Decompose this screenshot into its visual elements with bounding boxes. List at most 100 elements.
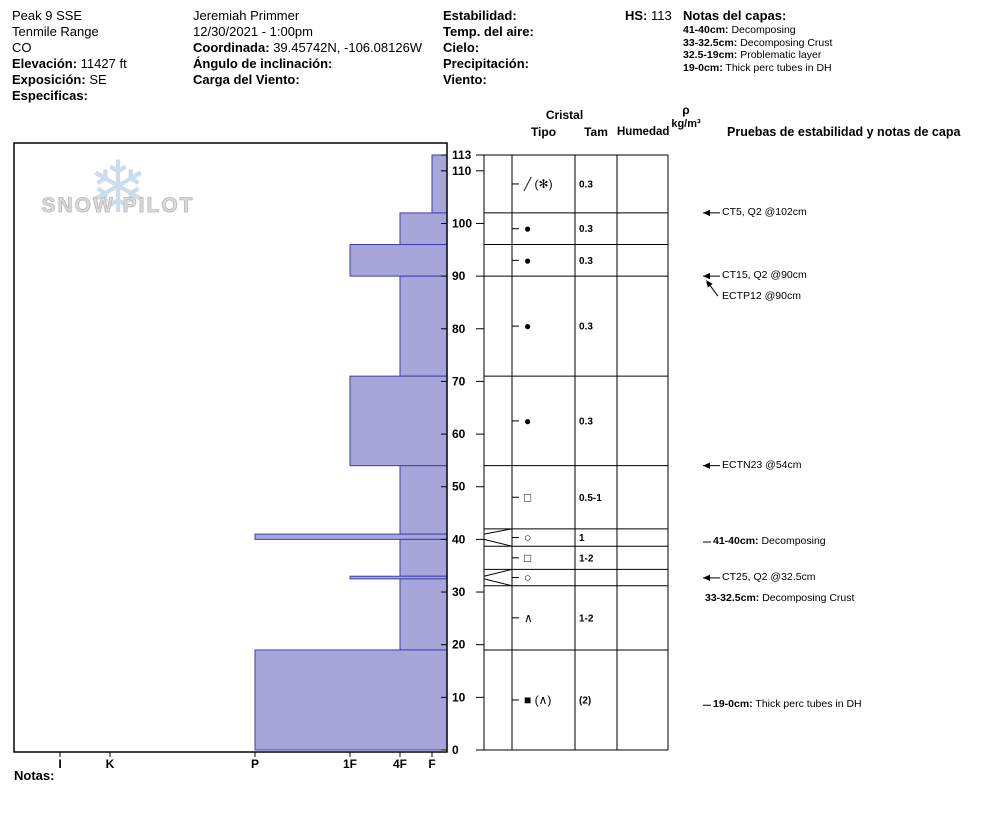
grain-size: 1 [579, 533, 585, 544]
grain-type-symbol: ● [524, 414, 531, 428]
stability-annotation: 33-32.5cm: Decomposing Crust [705, 591, 855, 604]
depth-label: 70 [452, 374, 466, 388]
hs-label: HS: [625, 8, 648, 23]
grain-type-symbol: □ [524, 490, 531, 504]
chart-frame [13, 142, 448, 753]
grain-size: 0.3 [579, 179, 593, 190]
hardness-bar [349, 375, 448, 467]
stability-annotation: 19-0cm: Thick perc tubes in DH [713, 698, 862, 711]
grain-type-symbol: ● [524, 253, 531, 267]
cristal-header: Cristal [545, 108, 584, 122]
coordinates-value: 39.45742N, -106.08126W [273, 40, 423, 55]
depth-label: 110 [452, 164, 472, 178]
coordinates-label: Coordinada: [193, 40, 270, 55]
snowflake-icon: ❄ [87, 148, 149, 228]
grain-size: 0.3 [579, 224, 593, 235]
grain-type-symbol: ○ [524, 571, 531, 585]
grain-size: 1-2 [579, 613, 594, 624]
sky-label: Cielo: [443, 40, 480, 55]
specifics-label: Especificas: [12, 88, 88, 103]
aspect-label: Exposición: [12, 72, 86, 87]
hardness-label: I [58, 757, 61, 771]
site-range: Tenmile Range [12, 24, 99, 39]
hardness-label: 4F [393, 757, 407, 771]
depth-label: 30 [452, 585, 466, 599]
hardness-bar [254, 649, 448, 751]
layer-notes-list: 41-40cm: Decomposing 33-32.5cm: Decomposi… [683, 24, 832, 74]
grain-type-symbol: □ [524, 551, 531, 565]
annotation-arrow [708, 283, 719, 297]
elevation-label: Elevación: [12, 56, 78, 71]
tam-header: Tam [584, 125, 608, 139]
aspect-value: SE [89, 72, 107, 87]
density-header: ρ [682, 103, 690, 117]
hs-value: 113 [651, 8, 672, 23]
hardness-bar [399, 538, 448, 577]
pit-datetime: 12/30/2021 - 1:00pm [193, 24, 313, 39]
air-temp: Temp. del aire: [443, 24, 534, 40]
hardness-label: K [106, 757, 115, 771]
wind: Viento: [443, 72, 534, 88]
annotation-arrowhead [703, 272, 710, 280]
precip: Precipitación: [443, 56, 534, 72]
hardness-label: F [428, 757, 435, 771]
hardness-bar [254, 533, 448, 540]
grain-type-symbol: ● [524, 319, 531, 333]
depth-label: 100 [452, 216, 472, 230]
depth-label: 113 [452, 148, 472, 162]
hardness-bar [399, 212, 448, 246]
site-info: Peak 9 SSE Tenmile Range CO Elevación: 1… [12, 8, 127, 104]
grain-size: 0.3 [579, 416, 593, 427]
depth-label: 90 [452, 269, 466, 283]
thin-layer-marker [483, 568, 513, 577]
humedad-header: Humedad [617, 126, 670, 138]
site-elevation: Elevación: 11427 ft [12, 56, 127, 72]
slope-angle-label: Ángulo de inclinación: [193, 56, 333, 71]
stability-annotation: ECTP12 @90cm [722, 290, 801, 303]
grain-size: (2) [579, 695, 591, 706]
hardness-label: P [251, 757, 259, 771]
grain-type-symbol: ■ (∧) [524, 693, 551, 707]
annotation-arrowhead [706, 280, 713, 288]
grain-size: 0.3 [579, 322, 593, 333]
hardness-bar [399, 275, 448, 377]
hardness-label: 1F [343, 757, 357, 771]
elevation-value: 11427 ft [80, 56, 127, 71]
snowpilot-logo: ❄ SNOW PILOT [38, 150, 198, 235]
depth-label: 80 [452, 322, 466, 336]
grain-size: 0.3 [579, 256, 593, 267]
hardness-bar [399, 578, 448, 651]
thin-layer-marker [483, 528, 513, 535]
grain-size: 0.5-1 [579, 493, 602, 504]
stability-annotation: 41-40cm: Decomposing [713, 535, 826, 547]
annotation-arrowhead [703, 209, 710, 217]
hardness-bar [349, 244, 448, 277]
wind-label: Viento: [443, 72, 487, 87]
hardness-bar [399, 465, 448, 535]
tipo-header: Tipo [530, 125, 557, 139]
layer-note: 32.5-19cm: Problematic layer [683, 49, 822, 62]
grain-type-symbol: ∧ [524, 611, 533, 625]
thin-layer-marker [483, 538, 513, 547]
site-aspect: Exposición: SE [12, 72, 127, 88]
grain-size: 1-2 [579, 553, 594, 564]
depth-label: 10 [452, 690, 466, 704]
grain-type-symbol: ╱ (✻) [523, 176, 553, 191]
layer-notes-title: Notas del capas: [683, 8, 787, 23]
layer-notes-block: Notas del capas: 41-40cm: Decomposing 33-… [683, 8, 832, 74]
sky: Cielo: [443, 40, 534, 56]
annotation-arrowhead [703, 462, 710, 469]
precip-label: Precipitación: [443, 56, 529, 71]
tests-header: Pruebas de estabilidad y notas de capa [727, 125, 961, 139]
notes-label: Notas: [14, 768, 55, 783]
layer-note: 33-32.5cm: Decomposing Crust [683, 36, 833, 49]
stability: Estabilidad: [443, 8, 534, 24]
thin-layer-marker [483, 578, 513, 587]
stability-annotation: CT25, Q2 @32.5cm [722, 570, 816, 583]
site-state: CO [12, 40, 32, 55]
site-name: Peak 9 SSE [12, 8, 83, 23]
wind-loading-label: Carga del Viento: [193, 72, 300, 87]
snow-height: HS: 113 [625, 8, 672, 24]
